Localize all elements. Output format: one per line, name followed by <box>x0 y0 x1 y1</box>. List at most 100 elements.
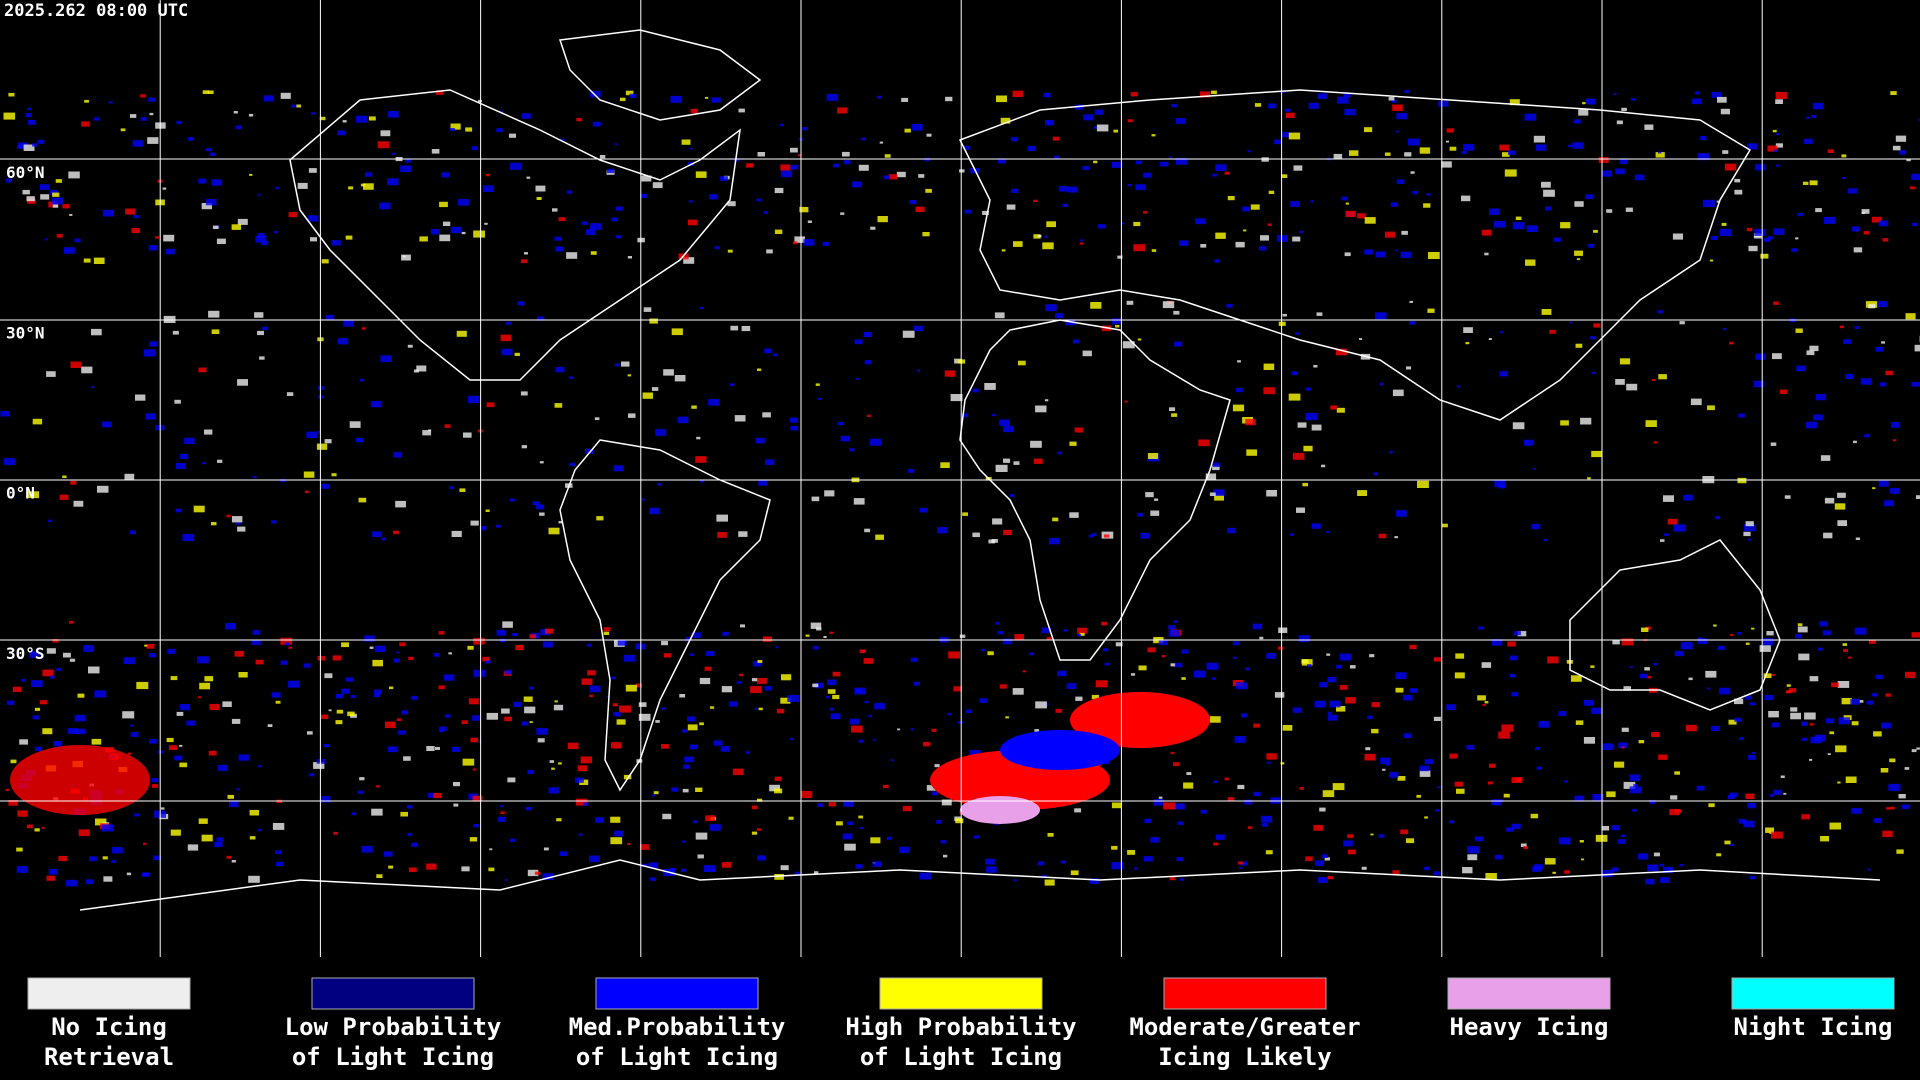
icing-speckle <box>1171 103 1177 108</box>
icing-speckle <box>208 310 220 318</box>
icing-speckle <box>400 811 408 817</box>
icing-speckle <box>1804 712 1816 720</box>
icing-speckle <box>1150 837 1160 843</box>
icing-speckle <box>379 202 391 210</box>
icing-speckle <box>198 696 202 699</box>
icing-speckle <box>358 497 367 503</box>
icing-speckle <box>363 183 374 190</box>
icing-speckle <box>1499 144 1510 151</box>
icing-speckle <box>684 756 694 763</box>
icing-speckle <box>1433 871 1441 876</box>
icing-speckle <box>514 352 520 356</box>
icing-speckle <box>1843 339 1851 345</box>
icing-speckle <box>393 658 401 663</box>
icing-speckle <box>262 326 269 331</box>
icing-speckle <box>1341 196 1348 201</box>
icing-speckle <box>536 316 545 321</box>
icing-speckle <box>1281 132 1291 138</box>
icing-speckle <box>1406 366 1412 370</box>
icing-speckle <box>1043 92 1051 98</box>
icing-speckle <box>1549 329 1556 334</box>
icing-speckle <box>81 366 93 374</box>
icing-speckle <box>751 831 758 835</box>
icing-speckle <box>317 655 326 661</box>
icing-speckle <box>1467 846 1479 854</box>
icing-speckle <box>1871 693 1878 697</box>
icing-speckle <box>638 713 651 721</box>
icing-speckle <box>1254 103 1262 107</box>
icing-speckle <box>869 438 882 446</box>
icing-speckle <box>1171 413 1178 417</box>
icing-speckle <box>78 829 90 837</box>
icing-speckle <box>368 116 376 121</box>
icing-speckle <box>1296 507 1305 513</box>
icing-speckle <box>439 730 444 733</box>
icing-speckle <box>699 722 704 726</box>
icing-speckle <box>1224 171 1230 175</box>
icing-speckle <box>236 522 241 525</box>
icing-speckle <box>1879 382 1887 387</box>
icing-speckle <box>526 176 531 179</box>
icing-speckle <box>1578 109 1589 116</box>
icing-speckle <box>1813 414 1823 421</box>
icing-speckle <box>1112 318 1122 325</box>
icing-speckle <box>850 718 860 725</box>
icing-speckle <box>829 631 833 634</box>
icing-speckle <box>746 163 754 168</box>
icing-speckle <box>661 707 666 710</box>
icing-speckle <box>1237 360 1241 363</box>
icing-speckle <box>204 676 214 682</box>
icing-speckle <box>521 113 531 119</box>
latitude-label: 60°N <box>6 163 45 182</box>
icing-speckle <box>1390 202 1399 207</box>
icing-speckle <box>237 218 248 225</box>
icing-speckle <box>1259 636 1264 640</box>
icing-speckle <box>143 349 156 357</box>
icing-speckle <box>1760 253 1769 259</box>
icing-speckle <box>1317 877 1328 883</box>
icing-speckle <box>1074 427 1083 433</box>
icing-speckle <box>317 385 325 390</box>
icing-speckle <box>580 756 593 764</box>
icing-speckle <box>1209 716 1221 723</box>
icing-speckle <box>727 201 736 207</box>
icing-speckle <box>205 198 217 206</box>
icing-speckle <box>840 435 851 442</box>
icing-speckle <box>1882 830 1893 837</box>
icing-speckle <box>613 465 624 472</box>
icing-speckle <box>1593 229 1598 233</box>
icing-speckle <box>1181 677 1186 680</box>
icing-speckle <box>704 666 712 671</box>
icing-speckle <box>120 128 126 132</box>
icing-speckle <box>407 833 413 836</box>
icing-speckle <box>1396 179 1405 184</box>
icing-speckle <box>1564 780 1568 783</box>
icing-speckle <box>1853 440 1857 444</box>
icing-speckle <box>581 678 593 685</box>
icing-speckle <box>788 816 794 820</box>
icing-speckle <box>910 728 915 731</box>
icing-speckle <box>1888 783 1901 791</box>
icing-speckle <box>720 176 728 181</box>
icing-speckle <box>874 702 885 710</box>
icing-speckle <box>635 683 643 688</box>
icing-speckle <box>205 148 212 152</box>
icing-speckle <box>527 869 539 877</box>
icing-speckle <box>450 226 462 234</box>
icing-speckle <box>1238 867 1243 870</box>
icing-speckle <box>1277 646 1284 650</box>
icing-speckle <box>401 710 409 715</box>
icing-speckle <box>1801 721 1808 726</box>
icing-speckle <box>1409 321 1416 325</box>
icing-speckle <box>979 698 987 703</box>
icing-speckle <box>207 90 214 94</box>
icing-speckle <box>642 392 653 399</box>
icing-speckle <box>750 686 762 694</box>
icing-speckle <box>10 759 17 764</box>
icing-speckle <box>615 235 621 239</box>
icing-speckle <box>1215 164 1227 171</box>
icing-speckle <box>1055 708 1062 713</box>
icing-speckle <box>1560 222 1571 229</box>
icing-speckle <box>1855 537 1860 540</box>
icing-speckle <box>388 865 394 869</box>
